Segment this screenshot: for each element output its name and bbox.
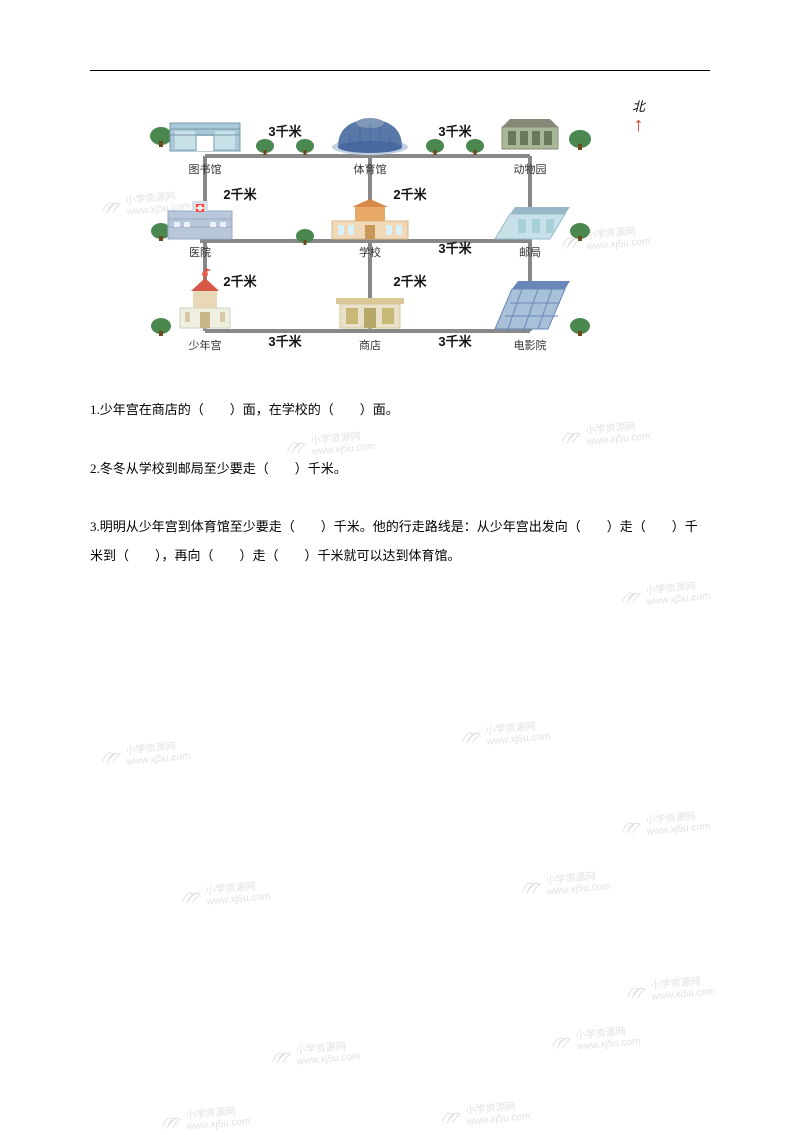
cinema-building — [495, 281, 570, 329]
dist-school-post: 3千米 — [438, 241, 472, 256]
library-building — [170, 123, 240, 151]
gym-label: 体育馆 — [354, 162, 387, 176]
cinema-label: 电影院 — [514, 338, 547, 352]
zoo-label: 动物园 — [514, 162, 547, 176]
watermark: 小学资源网www.xj5u.com — [179, 876, 271, 910]
watermark: 小学资源网www.xj5u.com — [619, 576, 711, 610]
watermark: 小学资源网www.xj5u.com — [459, 716, 551, 750]
watermark: 小学资源网www.xj5u.com — [159, 1101, 251, 1135]
shop-building — [336, 298, 404, 328]
watermark: 小学资源网www.xj5u.com — [269, 1036, 361, 1070]
gym-building — [332, 118, 408, 155]
library-label: 图书馆 — [189, 162, 222, 176]
dist-lib-gym: 3千米 — [268, 124, 302, 139]
shop-label: 商店 — [359, 338, 381, 352]
hospital-building — [168, 201, 232, 239]
dist-hosp-youth: 2千米 — [223, 274, 257, 289]
dist-youth-shop: 3千米 — [268, 334, 302, 349]
school-label: 学校 — [359, 245, 381, 259]
compass: 北 ↑ — [632, 96, 645, 135]
compass-arrow-icon: ↑ — [632, 115, 645, 135]
dist-school-shop: 2千米 — [393, 274, 427, 289]
zoo-building — [502, 119, 558, 149]
dist-gym-zoo: 3千米 — [438, 124, 472, 139]
watermark: 小学资源网www.xj5u.com — [549, 1021, 641, 1055]
map-svg: 图书馆 体育馆 动物园 — [120, 91, 630, 381]
dist-gym-school: 2千米 — [393, 187, 427, 202]
watermark: 小学资源网www.xj5u.com — [439, 1096, 531, 1130]
post-building — [495, 207, 570, 239]
question-1: 1.少年宫在商店的（ ）面，在学校的（ ）面。 — [90, 396, 710, 425]
school-building — [332, 199, 408, 239]
post-label: 邮局 — [519, 246, 541, 259]
dist-lib-hosp: 2千米 — [223, 187, 257, 202]
map-diagram: 北 ↑ — [120, 91, 630, 381]
dist-shop-cinema: 3千米 — [438, 334, 472, 349]
watermark: 小学资源网www.xj5u.com — [619, 806, 711, 840]
compass-label: 北 — [632, 96, 645, 115]
hospital-label: 医院 — [189, 245, 211, 259]
watermark: 小学资源网www.xj5u.com — [519, 866, 611, 900]
header-rule — [90, 70, 710, 71]
youth-label: 少年宫 — [189, 338, 222, 352]
question-3: 3.明明从少年宫到体育馆至少要走（ ）千米。他的行走路线是：从少年宫出发向（ ）… — [90, 513, 710, 570]
question-2: 2.冬冬从学校到邮局至少要走（ ）千米。 — [90, 455, 710, 484]
watermark: 小学资源网www.xj5u.com — [624, 971, 716, 1005]
watermark: 小学资源网www.xj5u.com — [99, 736, 191, 770]
